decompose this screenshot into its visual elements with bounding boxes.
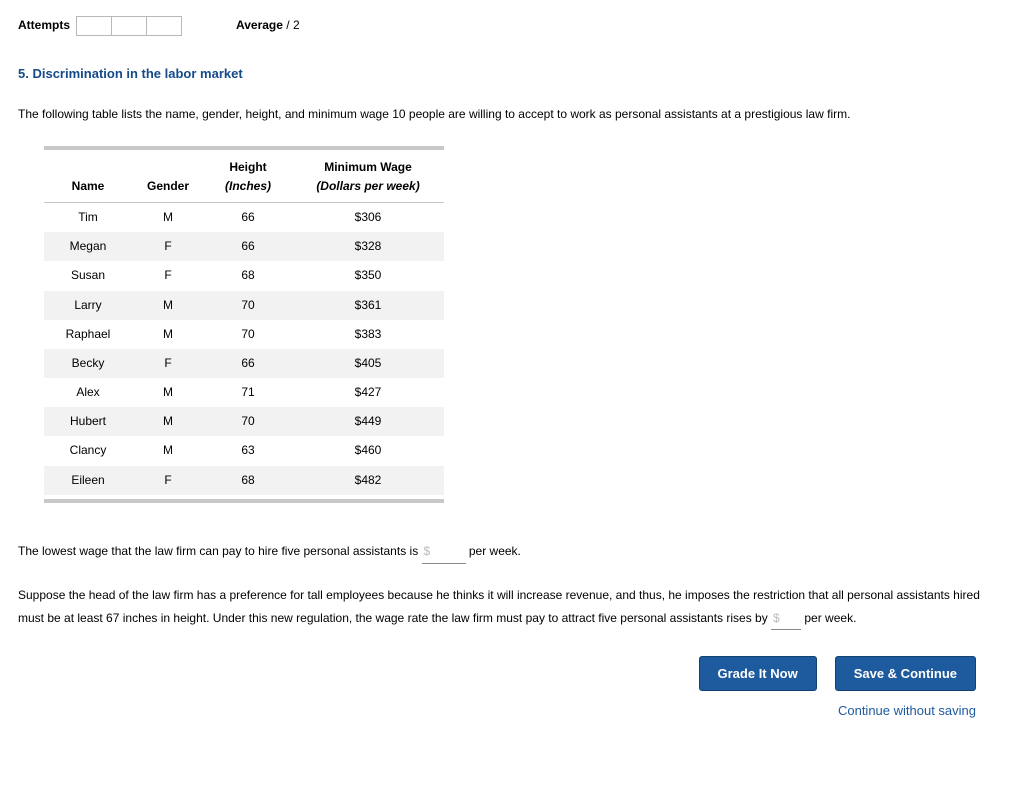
table-cell: F bbox=[132, 349, 204, 378]
table-row: TimM66$306 bbox=[44, 202, 444, 232]
table-cell: $482 bbox=[292, 466, 444, 495]
table-cell: 68 bbox=[204, 466, 292, 495]
table-cell: Megan bbox=[44, 232, 132, 261]
table-cell: Alex bbox=[44, 378, 132, 407]
table-header-top bbox=[132, 154, 204, 177]
question-2: Suppose the head of the law firm has a p… bbox=[18, 584, 1006, 631]
attempt-box[interactable] bbox=[111, 16, 147, 36]
table-header-bottom: Name bbox=[44, 177, 132, 203]
table-cell: $361 bbox=[292, 291, 444, 320]
footer-actions: Grade It Now Save & Continue Continue wi… bbox=[18, 656, 1006, 722]
q1-trail: per week. bbox=[466, 544, 521, 558]
table-row: RaphaelM70$383 bbox=[44, 320, 444, 349]
table-top-rule bbox=[44, 146, 444, 150]
table-cell: 66 bbox=[204, 202, 292, 232]
attempt-boxes bbox=[76, 16, 182, 36]
table-cell: 71 bbox=[204, 378, 292, 407]
table-cell: 70 bbox=[204, 320, 292, 349]
question-title-text: Discrimination in the labor market bbox=[32, 66, 242, 81]
table-cell: Larry bbox=[44, 291, 132, 320]
table-cell: M bbox=[132, 291, 204, 320]
attempts-label: Attempts bbox=[18, 16, 70, 35]
attempt-box[interactable] bbox=[146, 16, 182, 36]
table-row: MeganF66$328 bbox=[44, 232, 444, 261]
table-cell: Eileen bbox=[44, 466, 132, 495]
table-cell: Tim bbox=[44, 202, 132, 232]
table-cell: $427 bbox=[292, 378, 444, 407]
question-title: 5. Discrimination in the labor market bbox=[18, 64, 1006, 85]
average: Average / 2 bbox=[236, 16, 300, 35]
table-cell: $383 bbox=[292, 320, 444, 349]
table-cell: Raphael bbox=[44, 320, 132, 349]
q2-blank[interactable]: $ bbox=[771, 607, 801, 631]
q2-trail: per week. bbox=[801, 611, 856, 625]
table-cell: F bbox=[132, 232, 204, 261]
table-cell: 66 bbox=[204, 232, 292, 261]
table-header-top: Height bbox=[204, 154, 292, 177]
question-number: 5. bbox=[18, 66, 29, 81]
table-cell: Clancy bbox=[44, 436, 132, 465]
table-cell: M bbox=[132, 320, 204, 349]
grade-button[interactable]: Grade It Now bbox=[699, 656, 817, 691]
table-row: HubertM70$449 bbox=[44, 407, 444, 436]
table-cell: 63 bbox=[204, 436, 292, 465]
table-cell: F bbox=[132, 466, 204, 495]
table-cell: $306 bbox=[292, 202, 444, 232]
table-cell: $405 bbox=[292, 349, 444, 378]
table-row: BeckyF66$405 bbox=[44, 349, 444, 378]
table-bottom-rule bbox=[44, 499, 444, 503]
data-table-wrap: HeightMinimum Wage NameGender(Inches)(Do… bbox=[44, 146, 444, 503]
table-cell: M bbox=[132, 202, 204, 232]
table-header-top bbox=[44, 154, 132, 177]
table-header-bottom: (Dollars per week) bbox=[292, 177, 444, 203]
q1-lead: The lowest wage that the law firm can pa… bbox=[18, 544, 422, 558]
table-header-bottom: (Inches) bbox=[204, 177, 292, 203]
average-denominator: / 2 bbox=[286, 18, 299, 32]
q1-blank[interactable]: $ bbox=[422, 540, 466, 564]
table-cell: 70 bbox=[204, 291, 292, 320]
data-table: HeightMinimum Wage NameGender(Inches)(Do… bbox=[44, 154, 444, 495]
table-cell: M bbox=[132, 407, 204, 436]
intro-paragraph: The following table lists the name, gend… bbox=[18, 103, 1006, 126]
table-row: LarryM70$361 bbox=[44, 291, 444, 320]
question-1: The lowest wage that the law firm can pa… bbox=[18, 540, 1006, 564]
table-cell: M bbox=[132, 378, 204, 407]
attempt-box[interactable] bbox=[76, 16, 112, 36]
table-cell: $328 bbox=[292, 232, 444, 261]
continue-without-saving-link[interactable]: Continue without saving bbox=[838, 701, 976, 722]
table-header-top: Minimum Wage bbox=[292, 154, 444, 177]
table-header-bottom: Gender bbox=[132, 177, 204, 203]
table-row: ClancyM63$460 bbox=[44, 436, 444, 465]
table-row: SusanF68$350 bbox=[44, 261, 444, 290]
table-cell: F bbox=[132, 261, 204, 290]
table-cell: M bbox=[132, 436, 204, 465]
table-cell: Susan bbox=[44, 261, 132, 290]
attempts-row: Attempts Average / 2 bbox=[18, 16, 1006, 36]
save-continue-button[interactable]: Save & Continue bbox=[835, 656, 976, 691]
table-row: EileenF68$482 bbox=[44, 466, 444, 495]
average-label: Average bbox=[236, 18, 283, 32]
table-cell: Becky bbox=[44, 349, 132, 378]
table-cell: 70 bbox=[204, 407, 292, 436]
table-cell: 66 bbox=[204, 349, 292, 378]
table-cell: $350 bbox=[292, 261, 444, 290]
table-cell: $449 bbox=[292, 407, 444, 436]
table-cell: Hubert bbox=[44, 407, 132, 436]
table-row: AlexM71$427 bbox=[44, 378, 444, 407]
table-cell: $460 bbox=[292, 436, 444, 465]
button-row: Grade It Now Save & Continue bbox=[699, 656, 976, 691]
table-cell: 68 bbox=[204, 261, 292, 290]
